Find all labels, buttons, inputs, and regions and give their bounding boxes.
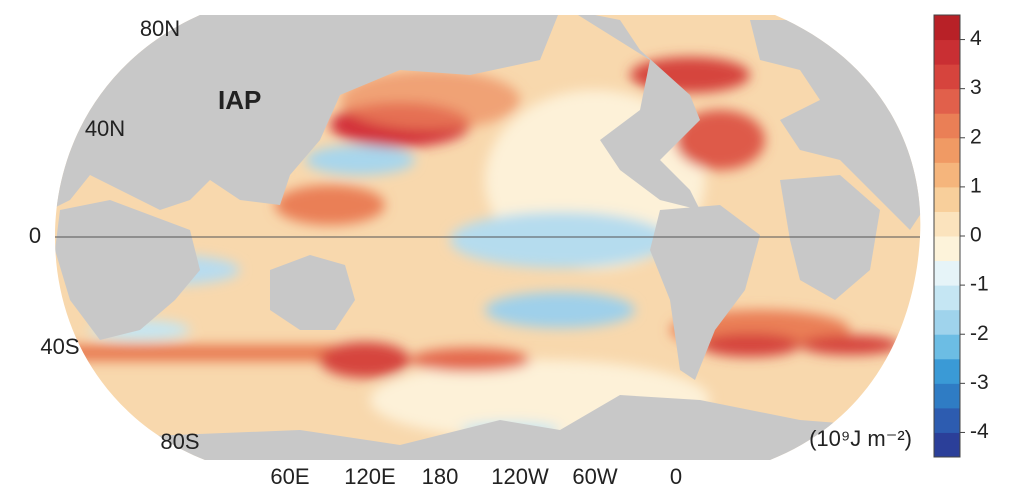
- longitude-label: 60E: [270, 464, 309, 489]
- colorbar-segment: [934, 39, 960, 65]
- ocean-anomalies: [60, 57, 900, 440]
- colorbar-segment: [934, 260, 960, 286]
- longitude-label: 120W: [491, 464, 549, 489]
- colorbar-segment: [934, 383, 960, 409]
- colorbar-segment: [934, 162, 960, 188]
- colorbar-tick-label: -4: [970, 420, 989, 443]
- latitude-label: 80N: [140, 16, 180, 41]
- longitude-label: 120E: [344, 464, 395, 489]
- land: [55, 15, 921, 460]
- colorbar-segment: [934, 211, 960, 237]
- colorbar-tick-label: 3: [970, 76, 982, 99]
- latitude-label: 40S: [40, 334, 79, 359]
- colorbar-segment: [934, 309, 960, 335]
- axis-labels: 80N 40N 0 40S 80S 60E 120E 180 120W 60W 0: [29, 16, 682, 489]
- colorbar-tick-label: -1: [970, 273, 989, 296]
- latitude-label: 40N: [85, 116, 125, 141]
- colorbar-tick-label: 2: [970, 125, 982, 148]
- colorbar-segment: [934, 88, 960, 114]
- colorbar-tick-label: 0: [970, 224, 982, 247]
- latitude-label: 0: [29, 223, 41, 248]
- colorbar-segment: [934, 186, 960, 212]
- colorbar-segment: [934, 334, 960, 360]
- colorbar-segment: [934, 15, 960, 41]
- colorbar-tick-label: -3: [970, 371, 989, 394]
- latitude-label: 80S: [160, 429, 199, 454]
- longitude-label: 60W: [572, 464, 617, 489]
- colorbar-segment: [934, 236, 960, 262]
- colorbar-segment: [934, 432, 960, 458]
- colorbar: 4 3 2 1 0 -1 -2 -3 -4 (10⁹J m⁻²): [809, 14, 989, 458]
- map-area: [55, 15, 921, 460]
- longitude-label: 0: [670, 464, 682, 489]
- colorbar-tick-label: 4: [970, 27, 982, 50]
- colorbar-units: (10⁹J m⁻²): [809, 426, 912, 451]
- colorbar-segment: [934, 407, 960, 433]
- colorbar-segment: [934, 113, 960, 139]
- colorbar-segment: [934, 64, 960, 90]
- longitude-label: 180: [422, 464, 459, 489]
- colorbar-segment: [934, 358, 960, 384]
- colorbar-segment: [934, 137, 960, 163]
- colorbar-tick-label: 1: [970, 174, 982, 197]
- colorbar-segment: [934, 285, 960, 311]
- colorbar-tick-label: -2: [970, 322, 989, 345]
- map-title: IAP: [218, 85, 261, 115]
